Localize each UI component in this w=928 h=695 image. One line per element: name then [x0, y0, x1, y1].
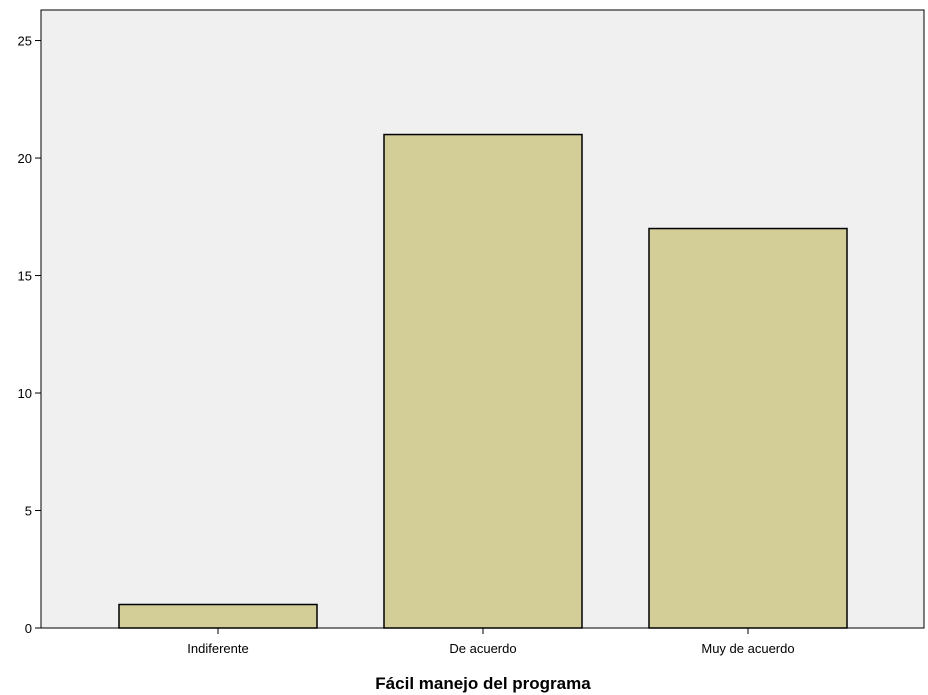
x-axis: Indiferente De acuerdo Muy de acuerdo [187, 628, 795, 656]
bar-indiferente [118, 603, 318, 629]
y-tick-label: 20 [18, 151, 32, 166]
y-tick-label: 10 [18, 386, 32, 401]
x-tick-label: Muy de acuerdo [701, 641, 794, 656]
y-tick-label: 0 [25, 621, 32, 636]
bars [118, 133, 848, 629]
y-tick-label: 5 [25, 504, 32, 519]
y-axis: 0 5 10 15 20 25 [18, 34, 41, 636]
y-tick-label: 25 [18, 34, 32, 49]
bar-muy-de-acuerdo [648, 227, 848, 629]
x-axis-label: Fácil manejo del programa [375, 674, 591, 693]
bar-de-acuerdo [383, 133, 583, 629]
x-tick-label: De acuerdo [449, 641, 516, 656]
x-tick-label: Indiferente [187, 641, 248, 656]
y-tick-label: 15 [18, 269, 32, 284]
